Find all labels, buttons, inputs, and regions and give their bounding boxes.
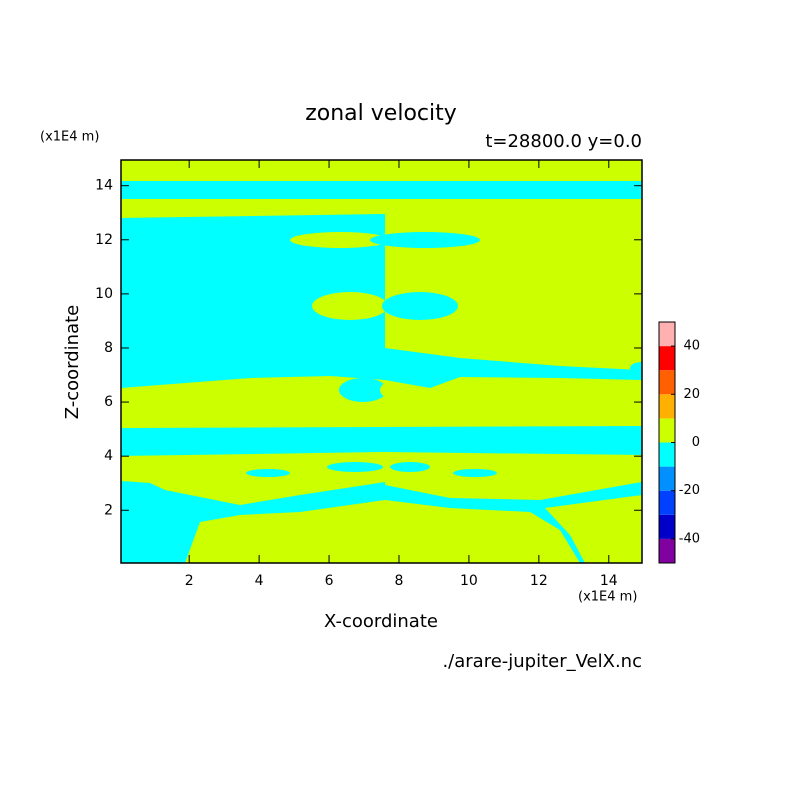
x-tick-label: 2 <box>185 573 194 589</box>
y-tick-label: 2 <box>104 502 113 518</box>
x-tick-label: 8 <box>395 573 404 589</box>
y-tick-label: 4 <box>104 448 113 464</box>
x-tick-label: 10 <box>460 573 478 589</box>
colorbar-bin <box>659 514 675 539</box>
contour-region <box>385 482 642 563</box>
colorbar-tick-label: 20 <box>683 387 700 402</box>
x-tick-label: 6 <box>325 573 334 589</box>
colorbar-bin <box>659 466 675 491</box>
contour-region <box>382 292 458 320</box>
contour-region <box>453 469 497 477</box>
contour-field <box>121 160 642 563</box>
chart-subtitle: t=28800.0 y=0.0 <box>485 131 642 152</box>
y-unit: (x1E4 m) <box>40 130 99 145</box>
contour-region <box>370 232 480 248</box>
contour-region <box>121 481 385 563</box>
contour-region <box>385 348 642 388</box>
contour-region <box>121 214 385 388</box>
contour-region <box>327 462 383 472</box>
x-axis-label: X-coordinate <box>324 611 438 632</box>
contour-region <box>630 362 642 374</box>
colorbar-tick-label: -20 <box>679 483 700 498</box>
contour-region <box>390 462 430 472</box>
colorbar-bin <box>659 322 675 347</box>
colorbar-bin <box>659 538 675 563</box>
colorbar-bin <box>659 490 675 515</box>
colorbar-tick-label: -40 <box>679 531 700 546</box>
y-tick-label: 6 <box>104 394 113 410</box>
contour-region <box>121 362 131 374</box>
contour-region <box>121 426 642 456</box>
y-tick-label: 10 <box>95 286 113 302</box>
colorbar-bin <box>659 346 675 371</box>
colorbar-bin <box>659 370 675 395</box>
contour-region <box>290 232 390 248</box>
colorbar-bin <box>659 442 675 467</box>
colorbar-bin <box>659 418 675 443</box>
colorbar-tick-label: 0 <box>692 435 700 450</box>
x-tick-label: 4 <box>255 573 264 589</box>
x-tick-label: 12 <box>530 573 548 589</box>
x-unit: (x1E4 m) <box>578 590 637 605</box>
y-tick-label: 14 <box>95 178 113 194</box>
x-tick-label: 14 <box>600 573 618 589</box>
contour-region <box>121 181 642 199</box>
y-tick-label: 8 <box>104 340 113 356</box>
colorbar-bin <box>659 394 675 419</box>
colorbar-tick-label: 40 <box>683 339 700 354</box>
y-axis-label: Z-coordinate <box>62 305 83 420</box>
chart-title: zonal velocity <box>305 101 457 126</box>
source-file: ./arare-jupiter_VelX.nc <box>442 651 642 672</box>
contour-region <box>339 378 387 402</box>
plot-frame <box>120 159 643 564</box>
contour-region <box>312 292 388 320</box>
y-tick-label: 12 <box>95 232 113 248</box>
contour-region <box>246 469 290 477</box>
